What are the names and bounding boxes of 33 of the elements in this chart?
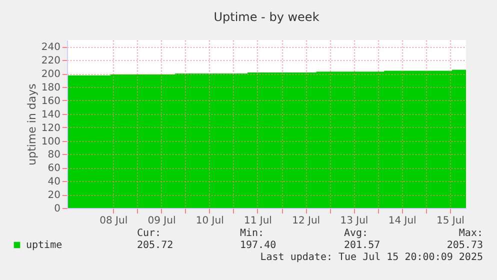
x-tick-label: 14 Jul xyxy=(388,216,416,226)
x-tick-label: 08 Jul xyxy=(100,216,128,226)
y-tick-label: 60 xyxy=(48,163,60,174)
y-tick-label: 40 xyxy=(48,176,60,188)
y-tick-label: 100 xyxy=(41,136,60,148)
y-tick-label: 140 xyxy=(41,109,60,120)
x-tick-label: 11 Jul xyxy=(244,216,272,226)
y-tick-label: 80 xyxy=(48,150,60,161)
y-tick-label: 160 xyxy=(41,96,60,107)
text: Min: xyxy=(240,228,264,239)
y-tick-label: 220 xyxy=(41,56,60,67)
text: Last update: Tue Jul 15 20:00:09 2025 xyxy=(260,252,483,263)
y-tick-label: 180 xyxy=(41,82,60,94)
x-tick-label: 10 Jul xyxy=(196,216,224,226)
x-tick-label: 15 Jul xyxy=(436,216,464,226)
text: 201.57 xyxy=(344,240,380,251)
y-axis-title: uptime in days xyxy=(25,83,38,166)
x-tick-label: 09 Jul xyxy=(148,216,176,226)
x-tick-label: 13 Jul xyxy=(340,216,368,226)
text: Cur: xyxy=(137,228,162,239)
text: 205.73 xyxy=(446,240,483,251)
y-tick-label: 120 xyxy=(41,122,60,134)
y-tick-label: 200 xyxy=(41,69,60,80)
text: 197.40 xyxy=(240,240,276,251)
y-tick-label: 0 xyxy=(54,204,60,214)
y-tick-label: 240 xyxy=(41,42,60,54)
x-tick-label: 12 Jul xyxy=(292,216,320,226)
text: Avg: xyxy=(344,228,368,239)
legend-label: uptime xyxy=(26,240,62,251)
chart-title: Uptime - by week xyxy=(214,10,320,24)
text: 205.72 xyxy=(137,240,174,251)
y-tick-label: 20 xyxy=(48,190,60,202)
text: Max: xyxy=(458,228,483,239)
